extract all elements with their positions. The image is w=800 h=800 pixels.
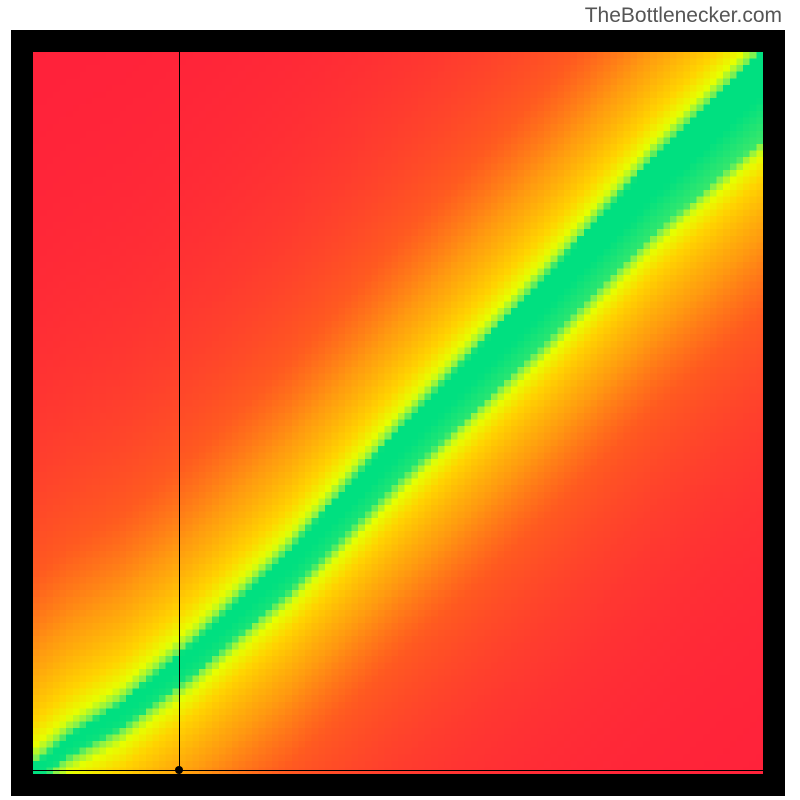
crosshair-horizontal (33, 770, 763, 771)
crosshair-vertical (179, 52, 180, 774)
heatmap-canvas (33, 52, 763, 774)
plot-frame (11, 30, 785, 796)
watermark-text: TheBottlenecker.com (585, 4, 782, 28)
heatmap-plot (33, 52, 763, 774)
chart-container: TheBottlenecker.com (0, 0, 800, 800)
